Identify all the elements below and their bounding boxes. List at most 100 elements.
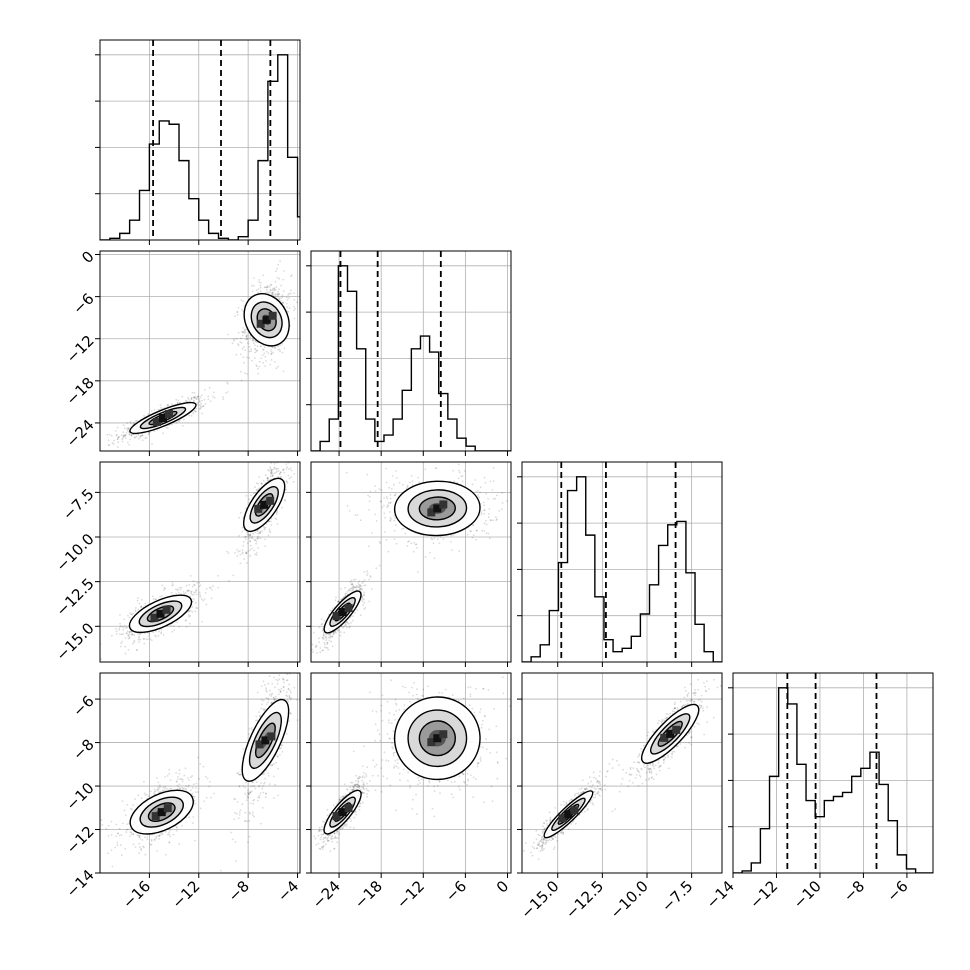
- sample-point: [139, 846, 141, 848]
- sample-point: [248, 835, 251, 838]
- sample-point: [194, 395, 197, 398]
- sample-point: [278, 277, 281, 280]
- sample-point: [257, 796, 260, 798]
- sample-point: [350, 621, 352, 624]
- sample-point: [361, 600, 364, 603]
- sample-point: [265, 360, 267, 362]
- y-tick-label: −15.0: [52, 619, 97, 664]
- sample-point: [369, 575, 371, 577]
- sample-point: [490, 519, 492, 522]
- sample-point: [143, 637, 145, 640]
- sample-point: [352, 587, 355, 589]
- sample-point: [195, 782, 198, 785]
- sample-point: [340, 598, 342, 601]
- sample-point: [115, 835, 117, 838]
- sample-point: [263, 352, 266, 355]
- sample-point: [152, 595, 154, 598]
- sample-point: [256, 719, 259, 722]
- sample-point: [265, 687, 267, 690]
- sample-point: [279, 690, 282, 693]
- sample-point: [176, 402, 179, 404]
- sample-point: [254, 348, 257, 351]
- sample-point: [160, 595, 163, 597]
- sample-point: [119, 622, 121, 625]
- x-tick-label: −8: [840, 877, 868, 905]
- sample-point: [270, 462, 273, 464]
- sample-point: [251, 359, 253, 362]
- sample-point: [267, 772, 269, 775]
- sample-point: [176, 826, 178, 829]
- sample-point: [187, 589, 190, 592]
- sample-point: [175, 398, 178, 401]
- sample-point: [284, 658, 286, 660]
- sample-point: [360, 588, 363, 591]
- sample-point: [279, 344, 282, 347]
- sample-point: [249, 534, 252, 537]
- sample-point: [232, 574, 235, 577]
- sample-point: [281, 750, 284, 753]
- histogram-step: [100, 54, 300, 240]
- sample-point: [348, 588, 350, 591]
- sample-point: [175, 421, 178, 424]
- sample-point: [130, 434, 133, 437]
- sample-point: [270, 471, 273, 474]
- sample-point: [439, 536, 442, 538]
- sample-point: [238, 535, 241, 537]
- sample-point: [270, 470, 273, 473]
- sample-point: [280, 297, 282, 299]
- sample-point: [138, 842, 141, 845]
- sample-point: [178, 591, 180, 594]
- sample-point: [472, 534, 475, 537]
- sample-point: [475, 490, 478, 493]
- histogram-panel-1: [306, 250, 512, 456]
- density-peak-cell: [267, 732, 276, 741]
- sample-point: [188, 816, 191, 818]
- sample-point: [294, 307, 296, 310]
- sample-point: [237, 773, 240, 776]
- sample-point: [253, 538, 256, 541]
- sample-point: [342, 596, 345, 599]
- sample-point: [247, 533, 249, 536]
- sample-point: [270, 517, 273, 520]
- sample-point: [332, 631, 335, 634]
- sample-point: [279, 753, 281, 756]
- sample-point: [277, 365, 279, 368]
- sample-point: [345, 592, 347, 595]
- sample-point: [253, 798, 255, 801]
- sample-point: [117, 446, 119, 448]
- sample-point: [359, 584, 361, 587]
- sample-point: [243, 361, 245, 364]
- sample-point: [256, 345, 259, 347]
- sample-point: [238, 785, 241, 788]
- sample-point: [267, 682, 270, 685]
- sample-point: [245, 335, 248, 337]
- sample-point: [101, 824, 104, 826]
- sample-point: [140, 797, 143, 800]
- sample-point: [259, 532, 261, 535]
- sample-point: [278, 298, 281, 301]
- sample-point: [122, 626, 125, 629]
- sample-point: [157, 635, 160, 637]
- sample-point: [359, 614, 362, 617]
- sample-point: [136, 649, 139, 651]
- sample-point: [245, 552, 248, 554]
- sample-point: [164, 587, 167, 590]
- sample-point: [362, 593, 365, 596]
- sample-point: [271, 474, 274, 477]
- sample-point: [163, 587, 166, 589]
- sample-point: [249, 544, 252, 547]
- sample-point: [358, 583, 360, 586]
- sample-point: [487, 498, 489, 500]
- sample-point: [179, 787, 182, 790]
- sample-point: [166, 788, 168, 790]
- sample-point: [269, 291, 271, 293]
- sample-point: [242, 544, 245, 547]
- sample-point: [237, 331, 240, 334]
- sample-point: [177, 399, 180, 402]
- sample-point: [251, 535, 254, 538]
- sample-point: [247, 792, 250, 795]
- sample-point: [189, 595, 192, 598]
- sample-point: [164, 853, 167, 856]
- sample-point: [348, 626, 351, 629]
- sample-point: [111, 442, 114, 444]
